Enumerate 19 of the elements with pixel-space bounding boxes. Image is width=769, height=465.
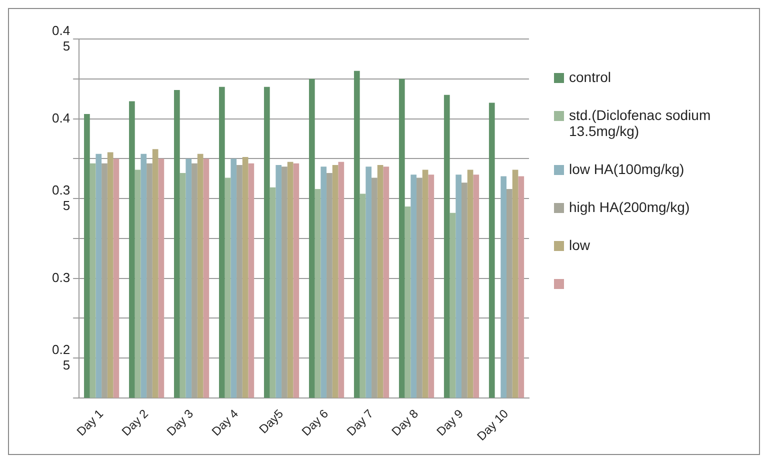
y-tick-label: 0.2 5 xyxy=(52,342,70,372)
x-tick-label: Day 1 xyxy=(74,406,106,439)
x-tick-label: Day 2 xyxy=(118,406,152,439)
x-tick-label: Day 4 xyxy=(208,406,242,439)
x-tick-label: Day 8 xyxy=(388,406,422,439)
x-tick-label: Day 3 xyxy=(164,406,196,439)
y-tick-label: 0.3 xyxy=(52,270,70,285)
legend-label: low xyxy=(569,237,590,253)
y-tick-label: 0.3 5 xyxy=(52,182,70,213)
x-tick-label: Day 6 xyxy=(298,406,332,439)
legend-label: high HA(200mg/kg) xyxy=(569,199,690,215)
x-tick-label: Day 10 xyxy=(474,406,512,444)
legend-label: std.(Diclofenac sodium 13.5mg/kg) xyxy=(569,107,712,139)
legend-label: control xyxy=(569,69,612,85)
y-tick-label: 0.4 xyxy=(52,110,70,126)
legend-label: low HA(100mg/kg) xyxy=(569,161,684,177)
y-tick-label: 0.4 5 xyxy=(52,22,70,54)
x-tick-label: Day 7 xyxy=(344,406,376,439)
x-tick-label: Day 9 xyxy=(434,406,466,439)
